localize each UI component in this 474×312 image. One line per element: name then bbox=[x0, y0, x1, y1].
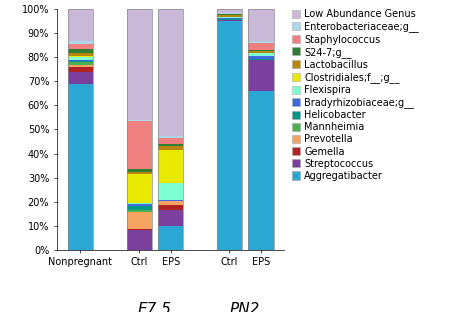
Bar bbox=[217, 17, 242, 18]
Bar bbox=[127, 120, 152, 121]
Bar bbox=[248, 50, 273, 51]
Bar bbox=[158, 200, 183, 201]
Bar bbox=[248, 9, 273, 41]
Bar bbox=[248, 51, 273, 53]
Bar bbox=[68, 9, 93, 250]
Bar bbox=[217, 19, 242, 20]
Bar bbox=[68, 60, 93, 61]
Bar bbox=[158, 201, 183, 205]
Bar bbox=[158, 226, 183, 250]
Bar bbox=[217, 13, 242, 14]
Bar bbox=[248, 9, 273, 250]
Bar bbox=[127, 9, 152, 250]
Bar bbox=[217, 22, 242, 250]
Bar bbox=[217, 14, 242, 15]
Bar bbox=[158, 205, 183, 210]
Bar bbox=[68, 65, 93, 67]
Bar bbox=[68, 57, 93, 60]
Bar bbox=[217, 20, 242, 22]
Bar bbox=[68, 67, 93, 72]
Bar bbox=[127, 212, 152, 229]
Bar bbox=[248, 53, 273, 56]
Bar bbox=[127, 204, 152, 206]
Bar bbox=[68, 72, 93, 84]
Bar bbox=[158, 149, 183, 183]
Bar bbox=[248, 91, 273, 250]
Bar bbox=[127, 230, 152, 250]
Bar bbox=[68, 84, 93, 250]
Bar bbox=[248, 60, 273, 91]
Bar bbox=[158, 9, 183, 136]
Bar bbox=[68, 9, 93, 41]
Bar bbox=[217, 9, 242, 13]
Bar bbox=[68, 53, 93, 56]
Bar bbox=[217, 18, 242, 19]
Bar bbox=[248, 43, 273, 50]
Bar bbox=[68, 62, 93, 65]
Legend: Low Abundance Genus, Enterobacteriaceae;g__, Staphylococcus, S24-7;g__, Lactobac: Low Abundance Genus, Enterobacteriaceae;… bbox=[292, 9, 419, 181]
Bar bbox=[158, 136, 183, 138]
Text: PN2: PN2 bbox=[230, 302, 260, 312]
Bar bbox=[68, 44, 93, 49]
Bar bbox=[127, 172, 152, 174]
Bar bbox=[127, 229, 152, 230]
Bar bbox=[158, 9, 183, 250]
Bar bbox=[127, 203, 152, 204]
Bar bbox=[127, 9, 152, 120]
Bar bbox=[127, 210, 152, 212]
Bar bbox=[248, 56, 273, 59]
Bar bbox=[127, 206, 152, 210]
Bar bbox=[248, 59, 273, 60]
Bar bbox=[68, 49, 93, 53]
Bar bbox=[127, 174, 152, 203]
Bar bbox=[68, 41, 93, 44]
Bar bbox=[217, 9, 242, 250]
Bar bbox=[248, 41, 273, 43]
Bar bbox=[127, 169, 152, 172]
Bar bbox=[127, 121, 152, 169]
Bar bbox=[217, 15, 242, 17]
Bar bbox=[158, 144, 183, 146]
Bar bbox=[68, 56, 93, 57]
Bar bbox=[158, 146, 183, 149]
Text: E7.5: E7.5 bbox=[138, 302, 172, 312]
Bar bbox=[158, 138, 183, 144]
Bar bbox=[158, 183, 183, 200]
Bar bbox=[158, 210, 183, 226]
Bar bbox=[68, 61, 93, 62]
